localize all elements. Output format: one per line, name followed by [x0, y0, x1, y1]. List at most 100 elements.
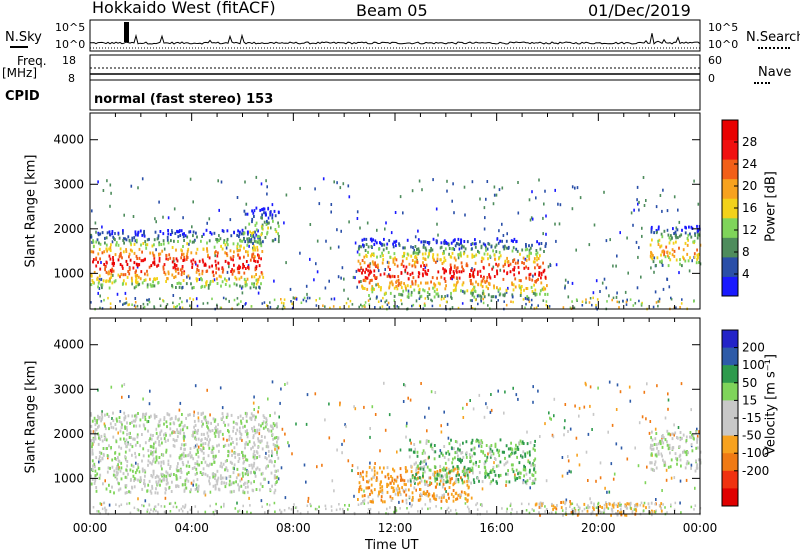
- echo-cell: [155, 220, 157, 224]
- echo-cell: [222, 462, 225, 466]
- echo-cell: [96, 238, 99, 242]
- echo-cell: [112, 263, 115, 267]
- echo-cell: [359, 471, 362, 475]
- echo-cell: [135, 285, 138, 289]
- echo-cell: [195, 452, 198, 456]
- velocity-colorbar-swatch: [722, 453, 738, 472]
- echo-cell: [436, 259, 439, 263]
- echo-cell: [461, 458, 463, 462]
- echo-cell: [255, 282, 258, 286]
- echo-cell: [98, 455, 101, 459]
- echo-cell: [615, 264, 617, 268]
- echo-cell: [407, 295, 410, 299]
- ground-scatter-cell: [136, 508, 139, 511]
- echo-cell: [240, 477, 243, 481]
- echo-cell: [393, 478, 396, 482]
- echo-cell: [417, 247, 420, 251]
- echo-cell: [466, 240, 469, 244]
- echo-cell: [398, 282, 400, 285]
- echo-cell: [111, 232, 114, 236]
- echo-cell: [232, 269, 235, 273]
- echo-cell: [659, 260, 661, 264]
- echo-cell: [452, 489, 455, 492]
- echo-cell: [587, 432, 590, 436]
- ground-scatter-cell: [148, 511, 151, 515]
- echo-cell: [510, 447, 513, 451]
- echo-cell: [412, 251, 415, 255]
- echo-cell: [589, 385, 592, 389]
- echo-cell: [414, 476, 416, 480]
- echo-cell: [277, 240, 280, 244]
- ground-scatter-cell: [379, 306, 381, 309]
- ground-scatter-cell: [573, 509, 576, 513]
- echo-cell: [237, 253, 239, 257]
- ground-scatter-cell: [269, 301, 271, 304]
- echo-cell: [511, 293, 514, 297]
- echo-cell: [446, 189, 448, 193]
- echo-cell: [139, 444, 141, 448]
- echo-cell: [188, 242, 190, 246]
- echo-cell: [536, 255, 538, 259]
- echo-cell: [374, 413, 377, 416]
- ground-scatter-cell: [471, 307, 474, 310]
- echo-cell: [439, 468, 441, 472]
- echo-cell: [228, 475, 231, 479]
- ground-scatter-cell: [461, 302, 464, 305]
- echo-cell: [144, 414, 147, 418]
- power-colorbar-swatch: [722, 120, 738, 141]
- echo-cell: [530, 463, 533, 467]
- echo-cell: [229, 460, 232, 464]
- echo-cell: [116, 473, 119, 477]
- echo-cell: [636, 185, 639, 189]
- echo-cell: [501, 222, 503, 226]
- echo-cell: [381, 242, 384, 246]
- echo-cell: [674, 230, 677, 234]
- echo-cell: [121, 264, 124, 268]
- echo-cell: [236, 233, 239, 237]
- ground-scatter-cell: [189, 508, 192, 512]
- echo-cell: [109, 249, 112, 252]
- ground-scatter-cell: [104, 509, 107, 512]
- echo-cell: [460, 238, 463, 242]
- echo-cell: [650, 452, 653, 456]
- ground-scatter-cell: [407, 511, 410, 514]
- echo-cell: [508, 480, 511, 484]
- power-colorbar-label: Power [dB]: [763, 171, 779, 242]
- echo-cell: [157, 281, 160, 284]
- echo-cell: [244, 411, 247, 415]
- echo-cell: [533, 444, 536, 447]
- echo-cell: [318, 202, 321, 206]
- echo-cell: [192, 258, 195, 262]
- echo-cell: [236, 467, 239, 471]
- echo-cell: [668, 447, 671, 450]
- echo-cell: [135, 254, 138, 258]
- echo-cell: [671, 248, 674, 252]
- ground-scatter-cell: [589, 297, 592, 300]
- echo-cell: [95, 264, 98, 268]
- echo-cell: [196, 247, 199, 251]
- ground-scatter-cell: [249, 504, 251, 507]
- echo-cell: [522, 256, 525, 260]
- echo-cell: [202, 442, 205, 446]
- echo-cell: [200, 443, 202, 447]
- echo-cell: [116, 292, 119, 296]
- echo-cell: [676, 458, 679, 462]
- echo-cell: [555, 239, 557, 243]
- echo-cell: [140, 478, 142, 482]
- echo-cell: [505, 472, 507, 476]
- echo-cell: [672, 446, 675, 450]
- echo-cell: [247, 442, 249, 446]
- echo-cell: [221, 247, 224, 251]
- echo-cell: [267, 449, 270, 453]
- echo-cell: [284, 383, 286, 386]
- echo-cell: [97, 285, 99, 289]
- echo-cell: [147, 483, 150, 487]
- ground-scatter-cell: [182, 505, 184, 508]
- echo-cell: [208, 217, 211, 221]
- echo-cell: [382, 254, 384, 258]
- ground-scatter-cell: [670, 504, 672, 508]
- echo-cell: [161, 453, 164, 457]
- ground-scatter-cell: [381, 305, 384, 308]
- echo-cell: [258, 275, 261, 279]
- echo-cell: [440, 496, 443, 500]
